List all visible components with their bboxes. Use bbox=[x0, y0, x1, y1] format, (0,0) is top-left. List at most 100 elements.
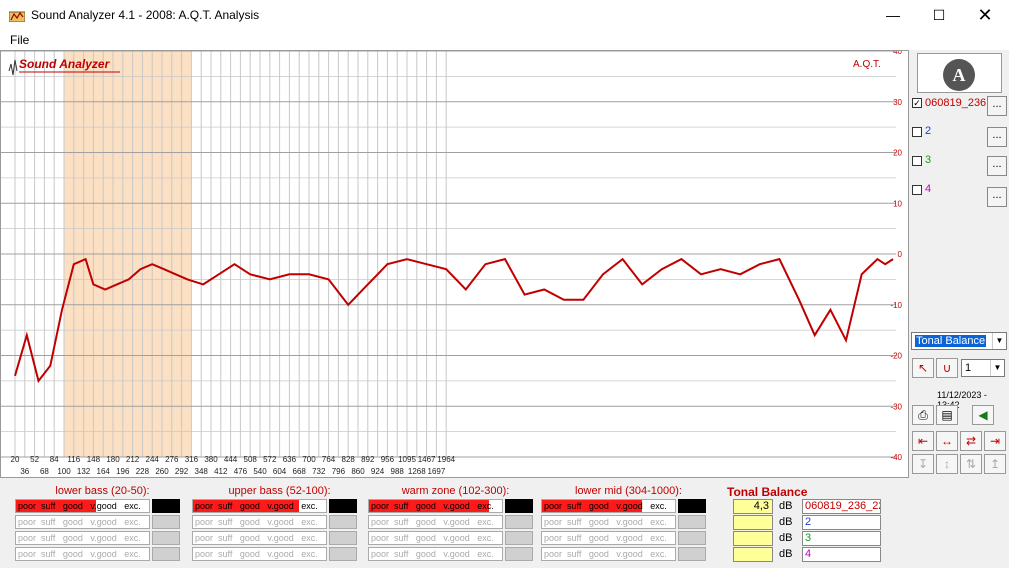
window-title: Sound Analyzer 4.1 - 2008: A.Q.T. Analys… bbox=[31, 8, 260, 22]
group-title: upper bass (52-100): bbox=[228, 485, 331, 497]
exit-icon[interactable]: ◀ bbox=[972, 405, 994, 425]
rating-indicator bbox=[505, 515, 533, 529]
frequency-plot[interactable]: 40 30 20 10 0 -10 -20 -30 -40 20 52 84 116 148 180 212… bbox=[0, 50, 909, 478]
shift-down-icon[interactable]: ↧ bbox=[912, 454, 934, 474]
y-tick-label: -10 bbox=[890, 301, 902, 310]
export-icon[interactable]: ▤ bbox=[936, 405, 958, 425]
channel-2-checkbox[interactable] bbox=[912, 127, 922, 137]
channel-2-browse-button[interactable]: ... bbox=[987, 127, 1007, 147]
channel-3-browse-button[interactable]: ... bbox=[987, 156, 1007, 176]
menu-file[interactable]: File bbox=[10, 33, 30, 47]
close-button[interactable]: ✕ bbox=[977, 5, 993, 25]
x-tick-label: 988 bbox=[391, 467, 405, 476]
rating-bar: poor suff good v.good exc. bbox=[15, 499, 150, 513]
view-mode-select[interactable]: Tonal Balance ▼ bbox=[911, 332, 1007, 350]
number-select[interactable]: 1 ▼ bbox=[961, 359, 1005, 377]
x-tick-label: 244 bbox=[146, 455, 160, 464]
y-tick-label: 40 bbox=[893, 51, 902, 56]
channel-4-checkbox[interactable] bbox=[912, 185, 922, 195]
rating-row-1: poor suff good v.good exc. bbox=[15, 499, 190, 513]
rating-bar: poor suff good v.good exc. bbox=[541, 499, 676, 513]
shift-right-icon[interactable]: ⇥ bbox=[984, 431, 1006, 451]
tonal-balance-row-4: dB 4 bbox=[733, 547, 883, 562]
rating-fill bbox=[369, 500, 489, 512]
rating-scale: poor suff good v.good exc. bbox=[371, 501, 494, 511]
channel-1-checkbox[interactable]: ✓ bbox=[912, 98, 922, 108]
tonal-balance-value bbox=[733, 547, 773, 562]
rating-scale: poor suff good v.good exc. bbox=[195, 549, 318, 559]
rating-scale: poor suff good v.good exc. bbox=[18, 549, 141, 559]
x-tick-label: 636 bbox=[283, 455, 297, 464]
compress-y-icon[interactable]: ⇅ bbox=[960, 454, 982, 474]
x-tick-label: 796 bbox=[332, 467, 346, 476]
rating-fill bbox=[193, 500, 300, 512]
x-tick-label: 36 bbox=[20, 467, 29, 476]
x-tick-label: 292 bbox=[175, 467, 189, 476]
rating-indicator bbox=[505, 531, 533, 545]
rating-panel: lower bass (20-50): poor suff good v.goo… bbox=[0, 478, 1009, 568]
tonal-balance-unit: dB bbox=[779, 500, 793, 512]
rating-row-1: poor suff good v.good exc. bbox=[192, 499, 367, 513]
rating-indicator bbox=[678, 499, 706, 513]
rating-scale: poor suff good v.good exc. bbox=[195, 533, 318, 543]
aqt-label: A.Q.T. bbox=[853, 59, 881, 70]
rating-scale: poor suff good v.good exc. bbox=[544, 501, 667, 511]
x-tick-label: 1095 bbox=[398, 455, 416, 464]
rating-indicator bbox=[678, 547, 706, 561]
tonal-balance-row-2: dB 2 bbox=[733, 515, 883, 530]
brand-logo: Sound Analyzer bbox=[8, 57, 120, 76]
rating-row-1: poor suff good v.good exc. bbox=[368, 499, 543, 513]
rating-bar: poor suff good v.good exc. bbox=[368, 499, 503, 513]
minimize-button[interactable]: — bbox=[886, 7, 900, 23]
maximize-button[interactable]: ☐ bbox=[932, 7, 946, 23]
print-icon[interactable]: ⎙ bbox=[912, 405, 934, 425]
tonal-balance-row-3: dB 3 bbox=[733, 531, 883, 546]
cursor-tool-button[interactable]: ↖ bbox=[912, 358, 934, 378]
side-panel: A ✓ 060819_236 ... 2 ... 3 ... 4 ... Ton… bbox=[909, 50, 1009, 478]
rating-row-4: poor suff good v.good exc. bbox=[368, 547, 543, 561]
x-axis-ticks: 20 52 84 116 148 180 212 244 276 316 380 444 508 572 6… bbox=[11, 455, 456, 476]
x-tick-label: 1964 bbox=[437, 455, 455, 464]
plot-grid bbox=[1, 51, 896, 458]
rating-indicator bbox=[152, 515, 180, 529]
x-tick-label: 196 bbox=[116, 467, 130, 476]
smooth-tool-button[interactable]: ∪ bbox=[936, 358, 958, 378]
rating-row-3: poor suff good v.good exc. bbox=[541, 531, 716, 545]
x-tick-label: 1467 bbox=[418, 455, 436, 464]
group-lower-bass: lower bass (20-50): poor suff good v.goo… bbox=[15, 478, 190, 568]
rating-scale: poor suff good v.good exc. bbox=[371, 517, 494, 527]
x-tick-label: 540 bbox=[253, 467, 267, 476]
y-tick-label: -20 bbox=[890, 352, 902, 361]
rating-row-3: poor suff good v.good exc. bbox=[15, 531, 190, 545]
rating-row-1: poor suff good v.good exc. bbox=[541, 499, 716, 513]
channel-2-label: 2 bbox=[925, 125, 932, 137]
rating-row-4: poor suff good v.good exc. bbox=[541, 547, 716, 561]
tonal-balance-row-1: 4,3 dB 060819_236_22 bbox=[733, 499, 883, 514]
tonal-balance-name: 4 bbox=[802, 547, 881, 562]
expand-x-icon[interactable]: ↔ bbox=[936, 431, 958, 451]
view-mode-value: Tonal Balance bbox=[915, 335, 987, 347]
expand-y-icon[interactable]: ↕ bbox=[936, 454, 958, 474]
rating-indicator bbox=[329, 547, 357, 561]
rating-row-4: poor suff good v.good exc. bbox=[192, 547, 367, 561]
rating-bar: poor suff good v.good exc. bbox=[192, 499, 327, 513]
channel-1-browse-button[interactable]: ... bbox=[987, 96, 1007, 116]
shift-left-icon[interactable]: ⇤ bbox=[912, 431, 934, 451]
y-tick-label: 30 bbox=[893, 98, 902, 107]
rating-indicator bbox=[329, 515, 357, 529]
x-tick-label: 1268 bbox=[408, 467, 426, 476]
channel-4-browse-button[interactable]: ... bbox=[987, 187, 1007, 207]
tonal-balance-name: 060819_236_22 bbox=[802, 499, 881, 514]
brand-text: Sound Analyzer bbox=[19, 57, 111, 71]
chevron-down-icon: ▼ bbox=[990, 360, 1004, 376]
channel-3-checkbox[interactable] bbox=[912, 156, 922, 166]
x-tick-label: 52 bbox=[30, 455, 39, 464]
x-tick-label: 924 bbox=[371, 467, 385, 476]
compress-x-icon[interactable]: ⇄ bbox=[960, 431, 982, 451]
shift-up-icon[interactable]: ↥ bbox=[984, 454, 1006, 474]
tonal-balance-title: Tonal Balance bbox=[727, 485, 808, 499]
x-tick-label: 476 bbox=[234, 467, 248, 476]
rating-scale: poor suff good v.good exc. bbox=[195, 501, 318, 511]
channel-4-label: 4 bbox=[925, 183, 932, 195]
